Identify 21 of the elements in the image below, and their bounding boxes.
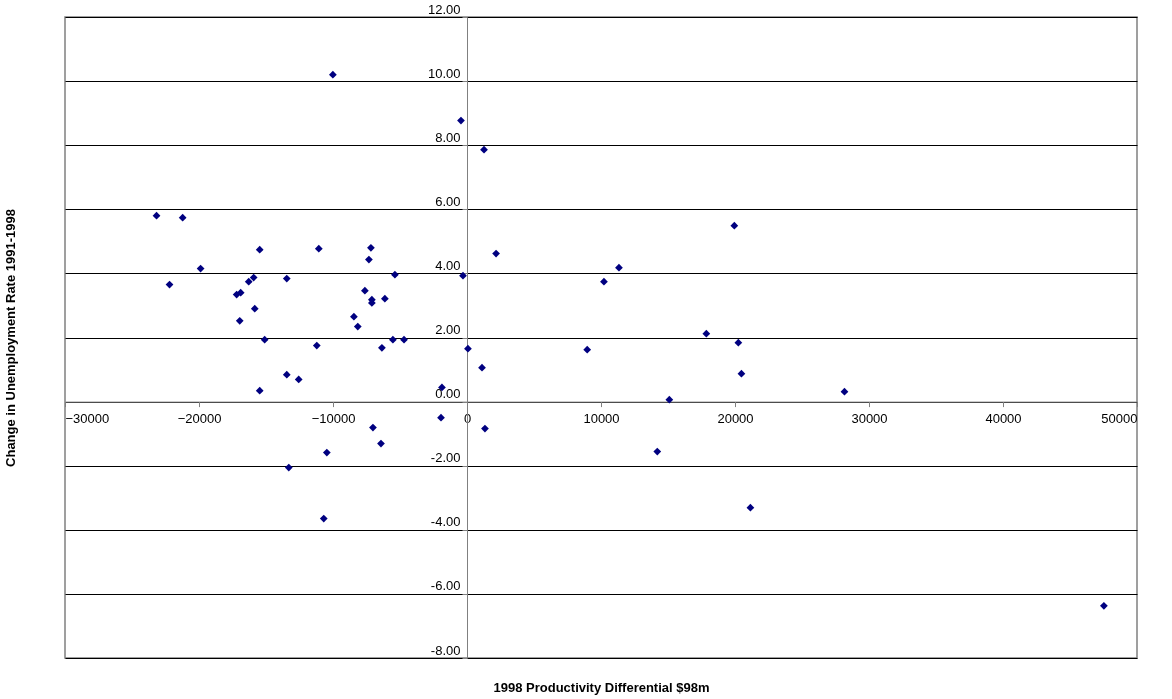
x-tick-label: −10000 — [311, 411, 356, 427]
x-tick-label: 30000 — [851, 411, 888, 427]
y-tick-label: 8.00 — [435, 129, 461, 145]
x-axis-title: 1998 Productivity Differential $98m — [493, 679, 710, 695]
y-axis-title: Change in Unemployment Rate 1991-1998 — [2, 209, 18, 467]
y-tick-label: 2.00 — [435, 322, 461, 337]
y-tick-label: -6.00 — [430, 578, 461, 594]
y-tick-label: -8.00 — [430, 642, 461, 658]
y-tick-label: -4.00 — [430, 514, 461, 530]
y-tick-label: 6.00 — [435, 193, 461, 209]
y-tick-label: -2.00 — [430, 450, 461, 466]
x-tick-label: 50000 — [1101, 411, 1138, 427]
x-tick-label: 20000 — [717, 411, 754, 427]
y-tick-label: 0.00 — [435, 386, 461, 402]
x-tick-label: 40000 — [985, 411, 1022, 427]
x-tick-label: 10000 — [583, 411, 620, 427]
x-tick-label: −20000 — [177, 411, 222, 427]
x-tick-label: −30000 — [65, 411, 110, 427]
y-tick-label: 10.00 — [427, 65, 461, 81]
y-tick-label: 4.00 — [435, 257, 461, 273]
y-tick-label: 12.00 — [427, 1, 461, 17]
